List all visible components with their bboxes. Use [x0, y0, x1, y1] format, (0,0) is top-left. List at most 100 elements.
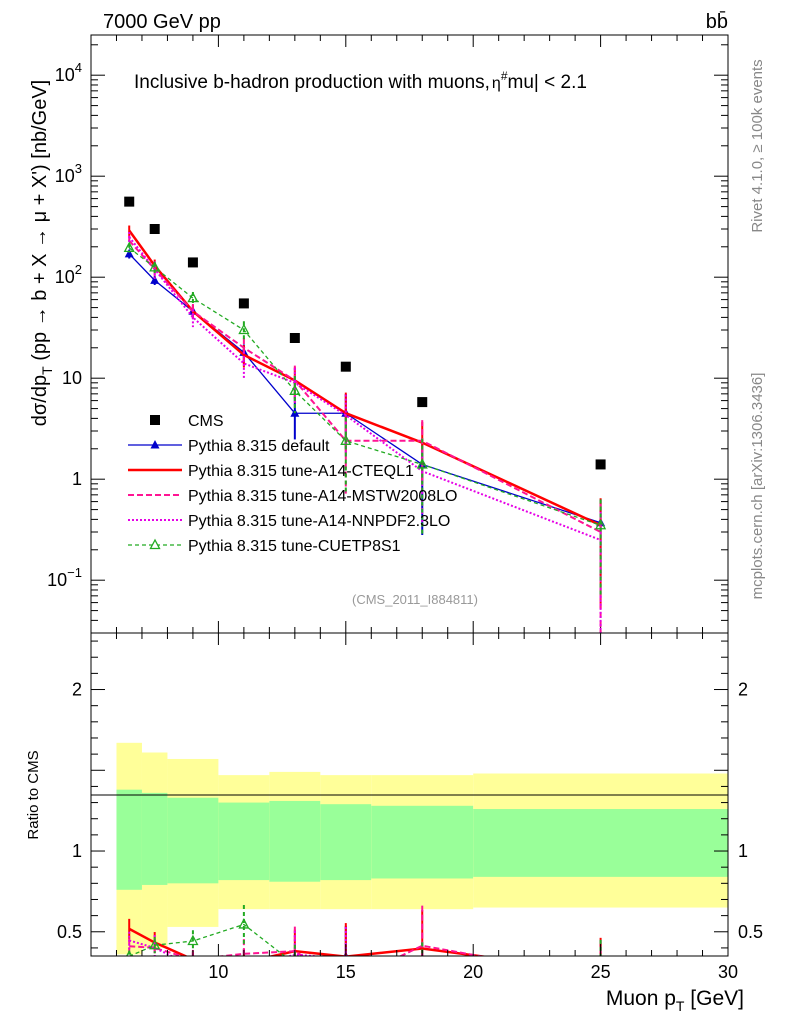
side-url-label: mcplots.cern.ch [arXiv:1306.3436]: [749, 373, 766, 600]
ratio-y-label: Ratio to CMS: [25, 750, 42, 839]
ratio-band-inner: [218, 802, 270, 881]
x-tick-label: 30: [718, 962, 738, 982]
ratio-tick-label: 0.5: [738, 922, 763, 942]
ratio-marker-4: [418, 969, 427, 978]
y-tick-label-base: 10: [55, 65, 75, 85]
cms-data-point: [340, 361, 351, 372]
y-tick-label-exp: 3: [75, 161, 82, 176]
series-line-2: [128, 239, 602, 533]
ratio-tick-label: 1: [738, 841, 748, 861]
ratio-marker-0: [290, 978, 299, 987]
ratio-line-1: [128, 927, 489, 956]
cms-data-point: [595, 459, 606, 470]
cms-data-point: [187, 257, 198, 268]
ratio-frame: [90, 632, 729, 957]
y-tick-label: 102: [55, 262, 82, 287]
y-tick-label: 10−1: [47, 565, 82, 590]
series-marker-4: [187, 291, 199, 303]
ratio-tick-label: 1: [72, 841, 82, 861]
legend: CMS Pythia 8.315 default Pythia 8.315 tune…: [128, 413, 457, 555]
y-axis-label: dσ/dpT (pp → b + X → μ + X') [nb/GeV]: [29, 80, 55, 426]
x-axis-label-sub: T: [676, 998, 685, 1014]
legend-label: Pythia 8.315 default: [188, 438, 330, 455]
ratio-uncertainty-band: [116, 742, 728, 955]
series-marker-4: [416, 458, 428, 469]
energy-label: 7000 GeV pp: [103, 11, 221, 33]
cms-data-point: [289, 332, 300, 343]
ratio-marker-4: [187, 934, 199, 946]
legend-marker: [150, 440, 160, 449]
ratio-band-inner: [473, 809, 728, 877]
ratio-marker-4: [149, 938, 161, 950]
chart-title: Inclusive b-hadron production with muons…: [134, 69, 587, 93]
series-marker-4: [340, 434, 352, 445]
series-line-3: [128, 236, 601, 541]
cms-data-point: [417, 397, 428, 408]
y-tick-label: 10: [62, 368, 82, 388]
series-marker-4: [289, 384, 301, 395]
chart-title-eta: η: [492, 75, 501, 92]
chart-title-text: Inclusive b-hadron production with muons…: [134, 72, 490, 93]
cms-data-point: [124, 196, 135, 207]
chart-title-super: #: [501, 69, 508, 83]
ratio-band-inner: [269, 800, 321, 882]
ratio-line-2: [129, 944, 485, 956]
ratio-line-0: [345, 955, 347, 956]
ratio-band-inner: [320, 804, 372, 881]
ratio-tick-label: 2: [738, 680, 748, 700]
ratio-panel: 0.5 0.5 1 1 2 2 Ratio to CMS: [25, 632, 763, 987]
legend-label: Pythia 8.315 tune-A14-MSTW2008LO: [188, 488, 457, 505]
main-frame: [90, 34, 729, 634]
y-tick-label-base: 10: [55, 267, 75, 287]
y-axis-label-prefix: dσ/dp: [29, 375, 51, 426]
series-line-0: [128, 253, 601, 524]
cms-data-point: [238, 298, 249, 309]
ratio-tick-label: 2: [72, 680, 82, 700]
x-tick-label: 15: [336, 962, 356, 982]
y-tick-label: 104: [55, 60, 82, 85]
ratio-marker-4: [238, 918, 250, 929]
y-tick-label: 103: [55, 161, 82, 186]
x-axis-label-prefix: Muon p: [606, 987, 676, 1010]
chart-title-mu: mu| < 2.1: [508, 72, 587, 93]
x-tick-label: 10: [208, 962, 228, 982]
analysis-tag: (CMS_2011_I884811): [352, 592, 478, 607]
ratio-marker-0: [418, 969, 427, 978]
ratio-marker-4: [290, 959, 299, 968]
x-axis-label: Muon pT [GeV]: [606, 987, 744, 1014]
legend-label: CMS: [188, 413, 224, 430]
y-axis-label-sub: T: [39, 366, 55, 375]
ratio-line-3: [128, 939, 324, 956]
side-rivet-label: Rivet 4.1.0, ≥ 100k events: [749, 59, 766, 232]
y-tick-label-exp: −1: [67, 565, 82, 580]
ratio-tick-label: 0.5: [57, 922, 82, 942]
x-axis-label-suffix: [GeV]: [684, 987, 744, 1010]
ratio-band-inner: [371, 805, 474, 879]
ratio-band-inner: [116, 789, 142, 890]
x-tick-label: 20: [463, 962, 483, 982]
cms-data-layer: [124, 196, 606, 470]
series-line-1: [128, 229, 602, 527]
y-tick-label: 1: [72, 469, 82, 489]
series-marker-4: [123, 241, 135, 253]
legend-label: Pythia 8.315 tune-A14-CTEQL1: [188, 463, 414, 480]
series-marker-4: [149, 261, 161, 272]
legend-marker: [149, 538, 161, 550]
y-tick-label-exp: 2: [75, 262, 82, 277]
y-tick-label-base: 10: [47, 570, 67, 590]
ratio-marker-0: [150, 957, 159, 966]
cms-data-point: [149, 224, 160, 235]
legend-label: Pythia 8.315 tune-CUETP8S1: [188, 538, 401, 555]
x-tick-labels: 10 15 20 25 30: [208, 962, 738, 982]
ratio-band-inner: [141, 792, 168, 885]
process-label: bb̄: [706, 10, 728, 33]
ratio-axis-ticks: 0.5 0.5 1 1 2 2: [57, 633, 763, 956]
series-marker-4: [238, 323, 250, 335]
x-tick-label: 25: [591, 962, 611, 982]
series-marker-0: [124, 248, 134, 258]
main-series-layer: [123, 225, 607, 633]
series-marker-0: [150, 275, 160, 284]
